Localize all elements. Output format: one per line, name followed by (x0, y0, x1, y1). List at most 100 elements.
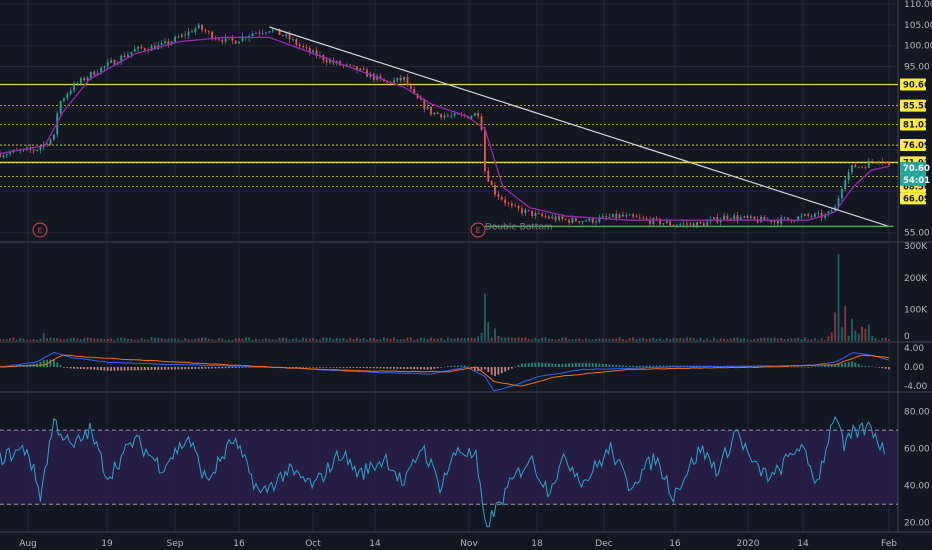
macd-hist-bar (888, 367, 890, 370)
candle-body (2, 155, 5, 158)
macd-hist-bar (164, 367, 166, 370)
candle-body (696, 222, 698, 228)
volume-bar (32, 339, 35, 341)
trendline[interactable] (269, 26, 890, 228)
macd-hist-bar (453, 365, 456, 367)
candle-body (548, 216, 550, 219)
macd-hist-bar (103, 367, 106, 371)
candle-body (729, 218, 732, 220)
price-scale[interactable]: 110.00 105.00 100.00 95.00 55.00 300K 200K 100K… (900, 0, 932, 529)
time-tick-label: Sep (167, 539, 184, 549)
volume-bar (130, 338, 133, 341)
macd-hist-bar (810, 366, 813, 368)
volume-bar (241, 338, 244, 341)
volume-bar (686, 337, 688, 341)
macd-hist-bar (157, 367, 160, 370)
candle-body (598, 217, 601, 222)
volume-bar (356, 337, 358, 341)
volume-bar (460, 338, 463, 341)
macd-hist-bar (507, 367, 510, 371)
macd-hist-bar (69, 367, 72, 369)
macd-hist-bar (595, 363, 597, 367)
time-scale[interactable]: Aug 19 Sep 16 Oct 14 Nov 18 Dec 16 2020 14 Feb (19, 539, 897, 549)
candle-body (9, 152, 12, 155)
candle-body (686, 223, 688, 225)
volume-bar (406, 337, 409, 341)
candle-body (73, 83, 75, 91)
candle-body (0, 153, 1, 158)
volume-bar (167, 338, 170, 341)
volume-bar (783, 339, 786, 341)
macd-hist-bar (514, 366, 517, 368)
volume-bar (837, 254, 840, 341)
macd-hist-bar (244, 367, 247, 368)
volume-bar (723, 338, 725, 341)
candle-body (32, 149, 35, 151)
macd-hist-bar (426, 367, 429, 370)
macd-hist-bar (527, 363, 530, 367)
macd-hist-bar (59, 365, 62, 367)
rsi-line (0, 415, 885, 528)
volume-bar (874, 338, 877, 341)
candle-body (453, 113, 456, 116)
macd-hist-bar (154, 367, 156, 370)
macd-hist-bar (396, 367, 399, 369)
macd-hist-bar (884, 367, 887, 369)
volume-bar (561, 337, 564, 341)
candle-body (241, 36, 244, 42)
volume-bar (19, 338, 22, 341)
volume-bar (403, 339, 405, 341)
candle-body (574, 217, 577, 222)
level-tag: 90.66 (903, 81, 930, 91)
candle-body (517, 205, 520, 209)
price-tick-label: 55.00 (904, 229, 930, 239)
macd-hist-bar (150, 367, 153, 370)
candle-body (271, 29, 274, 32)
macd-hist-bar (675, 365, 678, 367)
volume-bar (743, 338, 746, 341)
volume-bar (453, 338, 456, 341)
macd-hist-bar (56, 362, 59, 367)
volume-bar (484, 293, 486, 341)
volume-bar (127, 338, 129, 341)
volume-bar (214, 339, 217, 341)
macd-hist-bar (800, 366, 803, 368)
candle-body (231, 37, 234, 41)
volume-bar (39, 338, 42, 341)
volume-bar (157, 337, 160, 341)
macd-hist-bar (255, 367, 257, 368)
macd-hist-bar (450, 365, 453, 367)
macd-hist-bar (803, 366, 806, 368)
candle-body (113, 60, 116, 65)
candle-body (817, 212, 820, 214)
macd-hist-bar (531, 362, 533, 367)
volume-bar (26, 339, 28, 341)
volume-bar (713, 337, 715, 341)
macd-hist-bar (93, 367, 96, 370)
candle-body (773, 220, 776, 223)
volume-bar (308, 338, 311, 341)
time-tick-label: 2020 (737, 539, 760, 549)
volume-bar (100, 338, 102, 341)
volume-bar (335, 337, 338, 341)
macd-hist-bar (180, 367, 183, 370)
volume-bar (140, 338, 143, 341)
candle-body (46, 143, 49, 145)
macd-hist-bar (797, 366, 799, 368)
candle-body (847, 172, 850, 181)
macd-hist-bar (854, 362, 857, 367)
candle-body (443, 115, 446, 118)
macd-hist-bar (73, 367, 75, 369)
macd-hist-bar (662, 365, 665, 367)
volume-bar (265, 338, 267, 341)
macd-hist-bar (541, 362, 544, 367)
macd-hist-bar (790, 366, 793, 368)
volume-bar (9, 338, 12, 341)
candle-body (521, 208, 523, 214)
candle-body (473, 112, 476, 116)
volume-bar (288, 339, 291, 341)
volume-bar (763, 337, 766, 341)
macd-hist-bar (844, 362, 847, 367)
